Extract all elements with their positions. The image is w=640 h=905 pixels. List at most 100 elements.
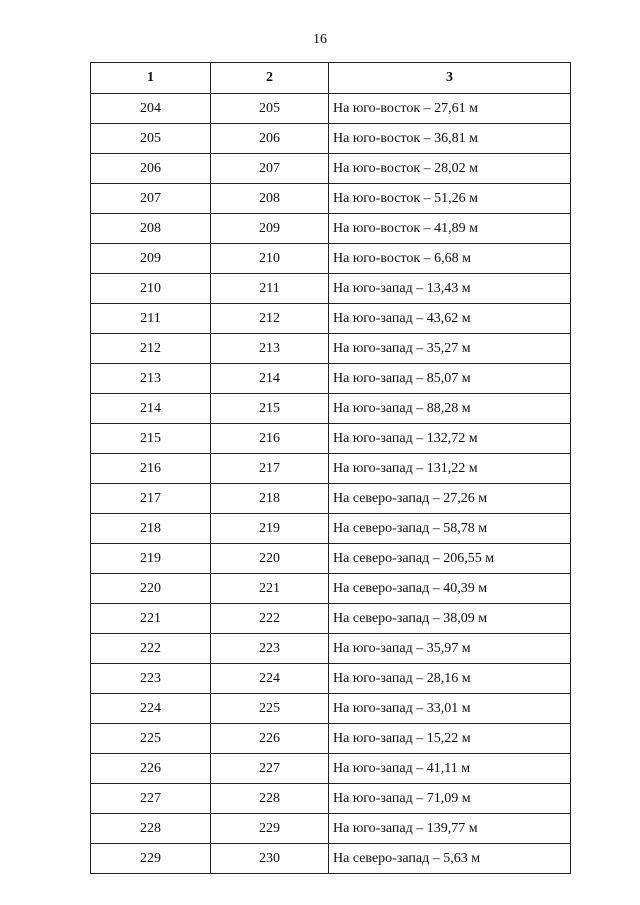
from-point-cell: 219	[90, 543, 211, 574]
to-point-cell: 221	[210, 573, 329, 604]
from-point-cell: 227	[90, 783, 211, 814]
table-row: 223 224 На юго-запад – 28,16 м	[90, 663, 571, 694]
to-point-cell: 227	[210, 753, 329, 784]
from-point-cell: 214	[90, 393, 211, 424]
table-row: 212 213 На юго-запад – 35,27 м	[90, 333, 571, 364]
table-row: 215 216 На юго-запад – 132,72 м	[90, 423, 571, 454]
table-row: 214 215 На юго-запад – 88,28 м	[90, 393, 571, 424]
from-point-cell: 218	[90, 513, 211, 544]
from-point-cell: 225	[90, 723, 211, 754]
direction-distance-cell: На юго-запад – 88,28 м	[328, 393, 571, 424]
from-point-cell: 209	[90, 243, 211, 274]
direction-distance-cell: На юго-запад – 28,16 м	[328, 663, 571, 694]
page-number: 16	[313, 32, 327, 47]
direction-distance-cell: На юго-запад – 132,72 м	[328, 423, 571, 454]
table-header-row: 1 2 3	[90, 62, 571, 94]
boundary-table: 1 2 3 204 205 На юго-восток – 27,61 м 205 20…	[90, 62, 571, 874]
to-point-cell: 225	[210, 693, 329, 724]
table-row: 206 207 На юго-восток – 28,02 м	[90, 153, 571, 184]
from-point-cell: 207	[90, 183, 211, 214]
from-point-cell: 223	[90, 663, 211, 694]
to-point-cell: 229	[210, 813, 329, 844]
direction-distance-cell: На северо-запад – 38,09 м	[328, 603, 571, 634]
to-point-cell: 210	[210, 243, 329, 274]
to-point-cell: 209	[210, 213, 329, 244]
from-point-cell: 215	[90, 423, 211, 454]
to-point-cell: 220	[210, 543, 329, 574]
direction-distance-cell: На юго-восток – 41,89 м	[328, 213, 571, 244]
to-point-cell: 216	[210, 423, 329, 454]
direction-distance-cell: На северо-запад – 58,78 м	[328, 513, 571, 544]
from-point-cell: 228	[90, 813, 211, 844]
to-point-cell: 222	[210, 603, 329, 634]
to-point-cell: 214	[210, 363, 329, 394]
direction-distance-cell: На северо-запад – 27,26 м	[328, 483, 571, 514]
to-point-cell: 212	[210, 303, 329, 334]
from-point-cell: 224	[90, 693, 211, 724]
from-point-cell: 206	[90, 153, 211, 184]
from-point-cell: 204	[90, 93, 211, 124]
to-point-cell: 208	[210, 183, 329, 214]
direction-distance-cell: На юго-запад – 13,43 м	[328, 273, 571, 304]
table-row: 208 209 На юго-восток – 41,89 м	[90, 213, 571, 244]
table-row: 221 222 На северо-запад – 38,09 м	[90, 603, 571, 634]
to-point-cell: 217	[210, 453, 329, 484]
to-point-cell: 206	[210, 123, 329, 154]
from-point-cell: 229	[90, 843, 211, 874]
direction-distance-cell: На юго-восток – 6,68 м	[328, 243, 571, 274]
direction-distance-cell: На юго-восток – 36,81 м	[328, 123, 571, 154]
from-point-cell: 208	[90, 213, 211, 244]
direction-distance-cell: На юго-запад – 85,07 м	[328, 363, 571, 394]
from-point-cell: 211	[90, 303, 211, 334]
direction-distance-cell: На юго-запад – 33,01 м	[328, 693, 571, 724]
table-row: 218 219 На северо-запад – 58,78 м	[90, 513, 571, 544]
column-header: 2	[210, 62, 329, 94]
to-point-cell: 215	[210, 393, 329, 424]
direction-distance-cell: На северо-запад – 5,63 м	[328, 843, 571, 874]
direction-distance-cell: На юго-запад – 43,62 м	[328, 303, 571, 334]
to-point-cell: 213	[210, 333, 329, 364]
to-point-cell: 211	[210, 273, 329, 304]
from-point-cell: 222	[90, 633, 211, 664]
table-row: 224 225 На юго-запад – 33,01 м	[90, 693, 571, 724]
table-row: 226 227 На юго-запад – 41,11 м	[90, 753, 571, 784]
from-point-cell: 221	[90, 603, 211, 634]
column-header: 1	[90, 62, 211, 94]
direction-distance-cell: На юго-запад – 71,09 м	[328, 783, 571, 814]
from-point-cell: 220	[90, 573, 211, 604]
table-row: 207 208 На юго-восток – 51,26 м	[90, 183, 571, 214]
to-point-cell: 226	[210, 723, 329, 754]
direction-distance-cell: На северо-запад – 40,39 м	[328, 573, 571, 604]
table-row: 210 211 На юго-запад – 13,43 м	[90, 273, 571, 304]
table-row: 204 205 На юго-восток – 27,61 м	[90, 93, 571, 124]
direction-distance-cell: На юго-запад – 131,22 м	[328, 453, 571, 484]
direction-distance-cell: На юго-запад – 35,97 м	[328, 633, 571, 664]
to-point-cell: 219	[210, 513, 329, 544]
table-row: 222 223 На юго-запад – 35,97 м	[90, 633, 571, 664]
table-row: 217 218 На северо-запад – 27,26 м	[90, 483, 571, 514]
to-point-cell: 207	[210, 153, 329, 184]
direction-distance-cell: На юго-запад – 41,11 м	[328, 753, 571, 784]
table-row: 205 206 На юго-восток – 36,81 м	[90, 123, 571, 154]
table-row: 219 220 На северо-запад – 206,55 м	[90, 543, 571, 574]
to-point-cell: 228	[210, 783, 329, 814]
from-point-cell: 212	[90, 333, 211, 364]
to-point-cell: 218	[210, 483, 329, 514]
table-row: 228 229 На юго-запад – 139,77 м	[90, 813, 571, 844]
direction-distance-cell: На юго-запад – 139,77 м	[328, 813, 571, 844]
direction-distance-cell: На юго-восток – 27,61 м	[328, 93, 571, 124]
from-point-cell: 210	[90, 273, 211, 304]
direction-distance-cell: На юго-запад – 35,27 м	[328, 333, 571, 364]
to-point-cell: 230	[210, 843, 329, 874]
direction-distance-cell: На юго-запад – 15,22 м	[328, 723, 571, 754]
column-header: 3	[328, 62, 571, 94]
from-point-cell: 226	[90, 753, 211, 784]
direction-distance-cell: На северо-запад – 206,55 м	[328, 543, 571, 574]
from-point-cell: 217	[90, 483, 211, 514]
from-point-cell: 213	[90, 363, 211, 394]
table-row: 216 217 На юго-запад – 131,22 м	[90, 453, 571, 484]
table-row: 227 228 На юго-запад – 71,09 м	[90, 783, 571, 814]
direction-distance-cell: На юго-восток – 51,26 м	[328, 183, 571, 214]
table-row: 211 212 На юго-запад – 43,62 м	[90, 303, 571, 334]
table-row: 213 214 На юго-запад – 85,07 м	[90, 363, 571, 394]
